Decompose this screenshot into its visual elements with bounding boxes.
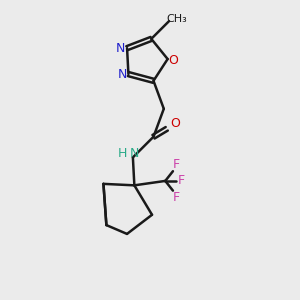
Text: F: F (173, 158, 180, 171)
Text: N: N (116, 42, 125, 55)
Text: F: F (173, 190, 180, 204)
Text: H: H (118, 147, 127, 160)
Text: N: N (130, 147, 139, 160)
Text: N: N (117, 68, 127, 81)
Text: O: O (171, 117, 181, 130)
Text: F: F (178, 174, 185, 188)
Text: O: O (168, 54, 178, 67)
Text: CH₃: CH₃ (167, 14, 188, 24)
